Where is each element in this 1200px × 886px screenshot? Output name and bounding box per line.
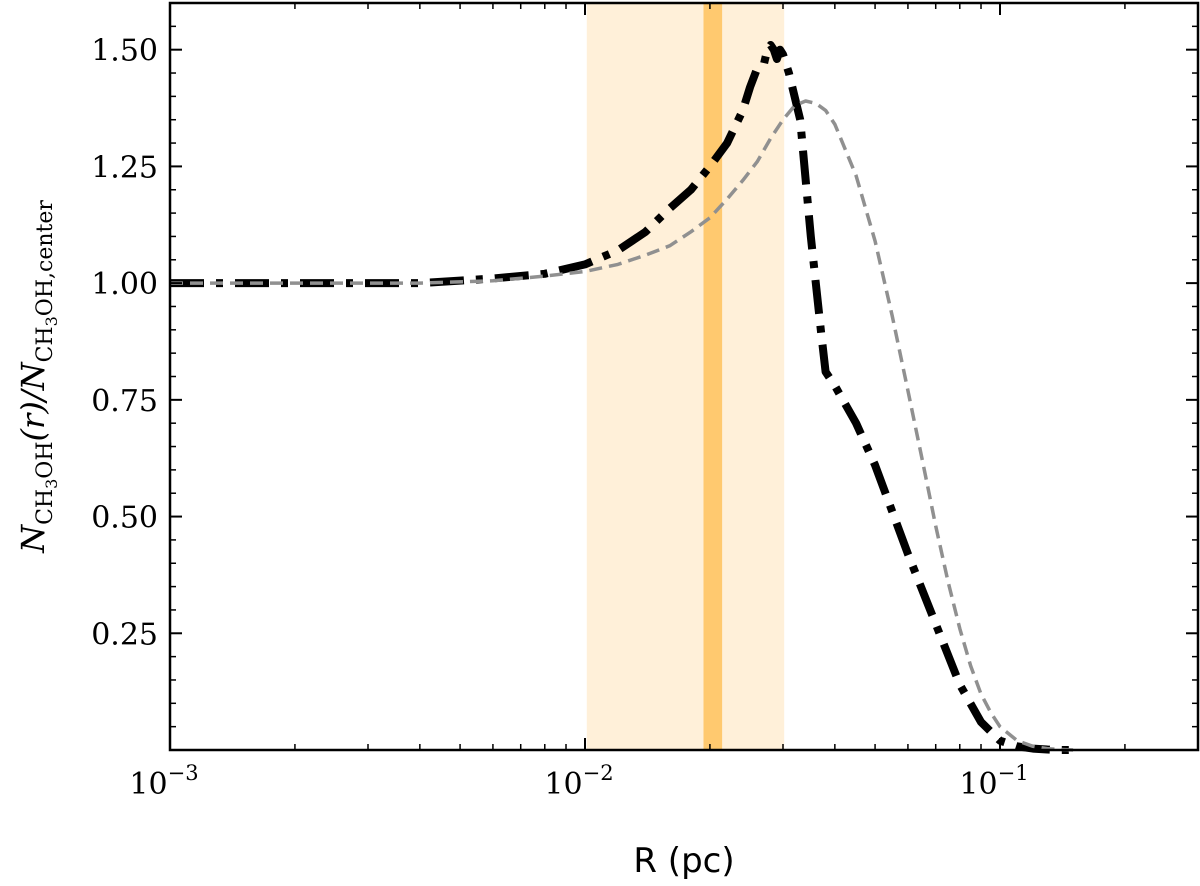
x-tick-label-0: 10−3: [129, 761, 198, 802]
y-axis-title-sub1-tail: OH: [33, 441, 58, 478]
y-axis-title: NCH3OH(r)/NCH3OH,center: [14, 200, 61, 554]
shaded-region-1: [703, 3, 723, 750]
y-tick-label-2: 0.75: [91, 384, 158, 419]
series-line-0: [170, 41, 1074, 754]
y-tick-label-4: 1.25: [91, 150, 158, 185]
y-axis-title-mid: (r)/N: [14, 361, 52, 441]
x-axis-title: R (pc): [633, 841, 734, 881]
tick-labels: 10−3 10−2 10−1 0.25 0.50 0.75 1.00 1.25 1.50: [91, 34, 1028, 802]
y-tick-label-1: 0.50: [91, 501, 158, 536]
y-axis-title-sub1: CH: [33, 489, 58, 525]
shaded-region-0: [586, 3, 785, 750]
plot-frame: [168, 1, 1200, 752]
y-tick-label-3: 1.00: [91, 267, 158, 302]
x-tick-label-2: 10−1: [959, 761, 1028, 802]
y-axis-title-sub2-tail: OH,center: [33, 200, 58, 317]
y-tick-label-0: 0.25: [91, 617, 158, 652]
y-tick-label-5: 1.50: [91, 34, 158, 69]
x-tick-label-1: 10−2: [544, 761, 613, 802]
series-line-1: [170, 99, 1074, 752]
series-group: [170, 41, 1074, 754]
y-axis-title-sub2: CH: [33, 326, 58, 362]
y-axis-title-sub1-index: 3: [42, 479, 61, 489]
y-axis-title-main: N: [14, 524, 52, 554]
y-axis-title-sub2-index: 3: [42, 316, 61, 326]
shaded-regions: [586, 3, 785, 750]
